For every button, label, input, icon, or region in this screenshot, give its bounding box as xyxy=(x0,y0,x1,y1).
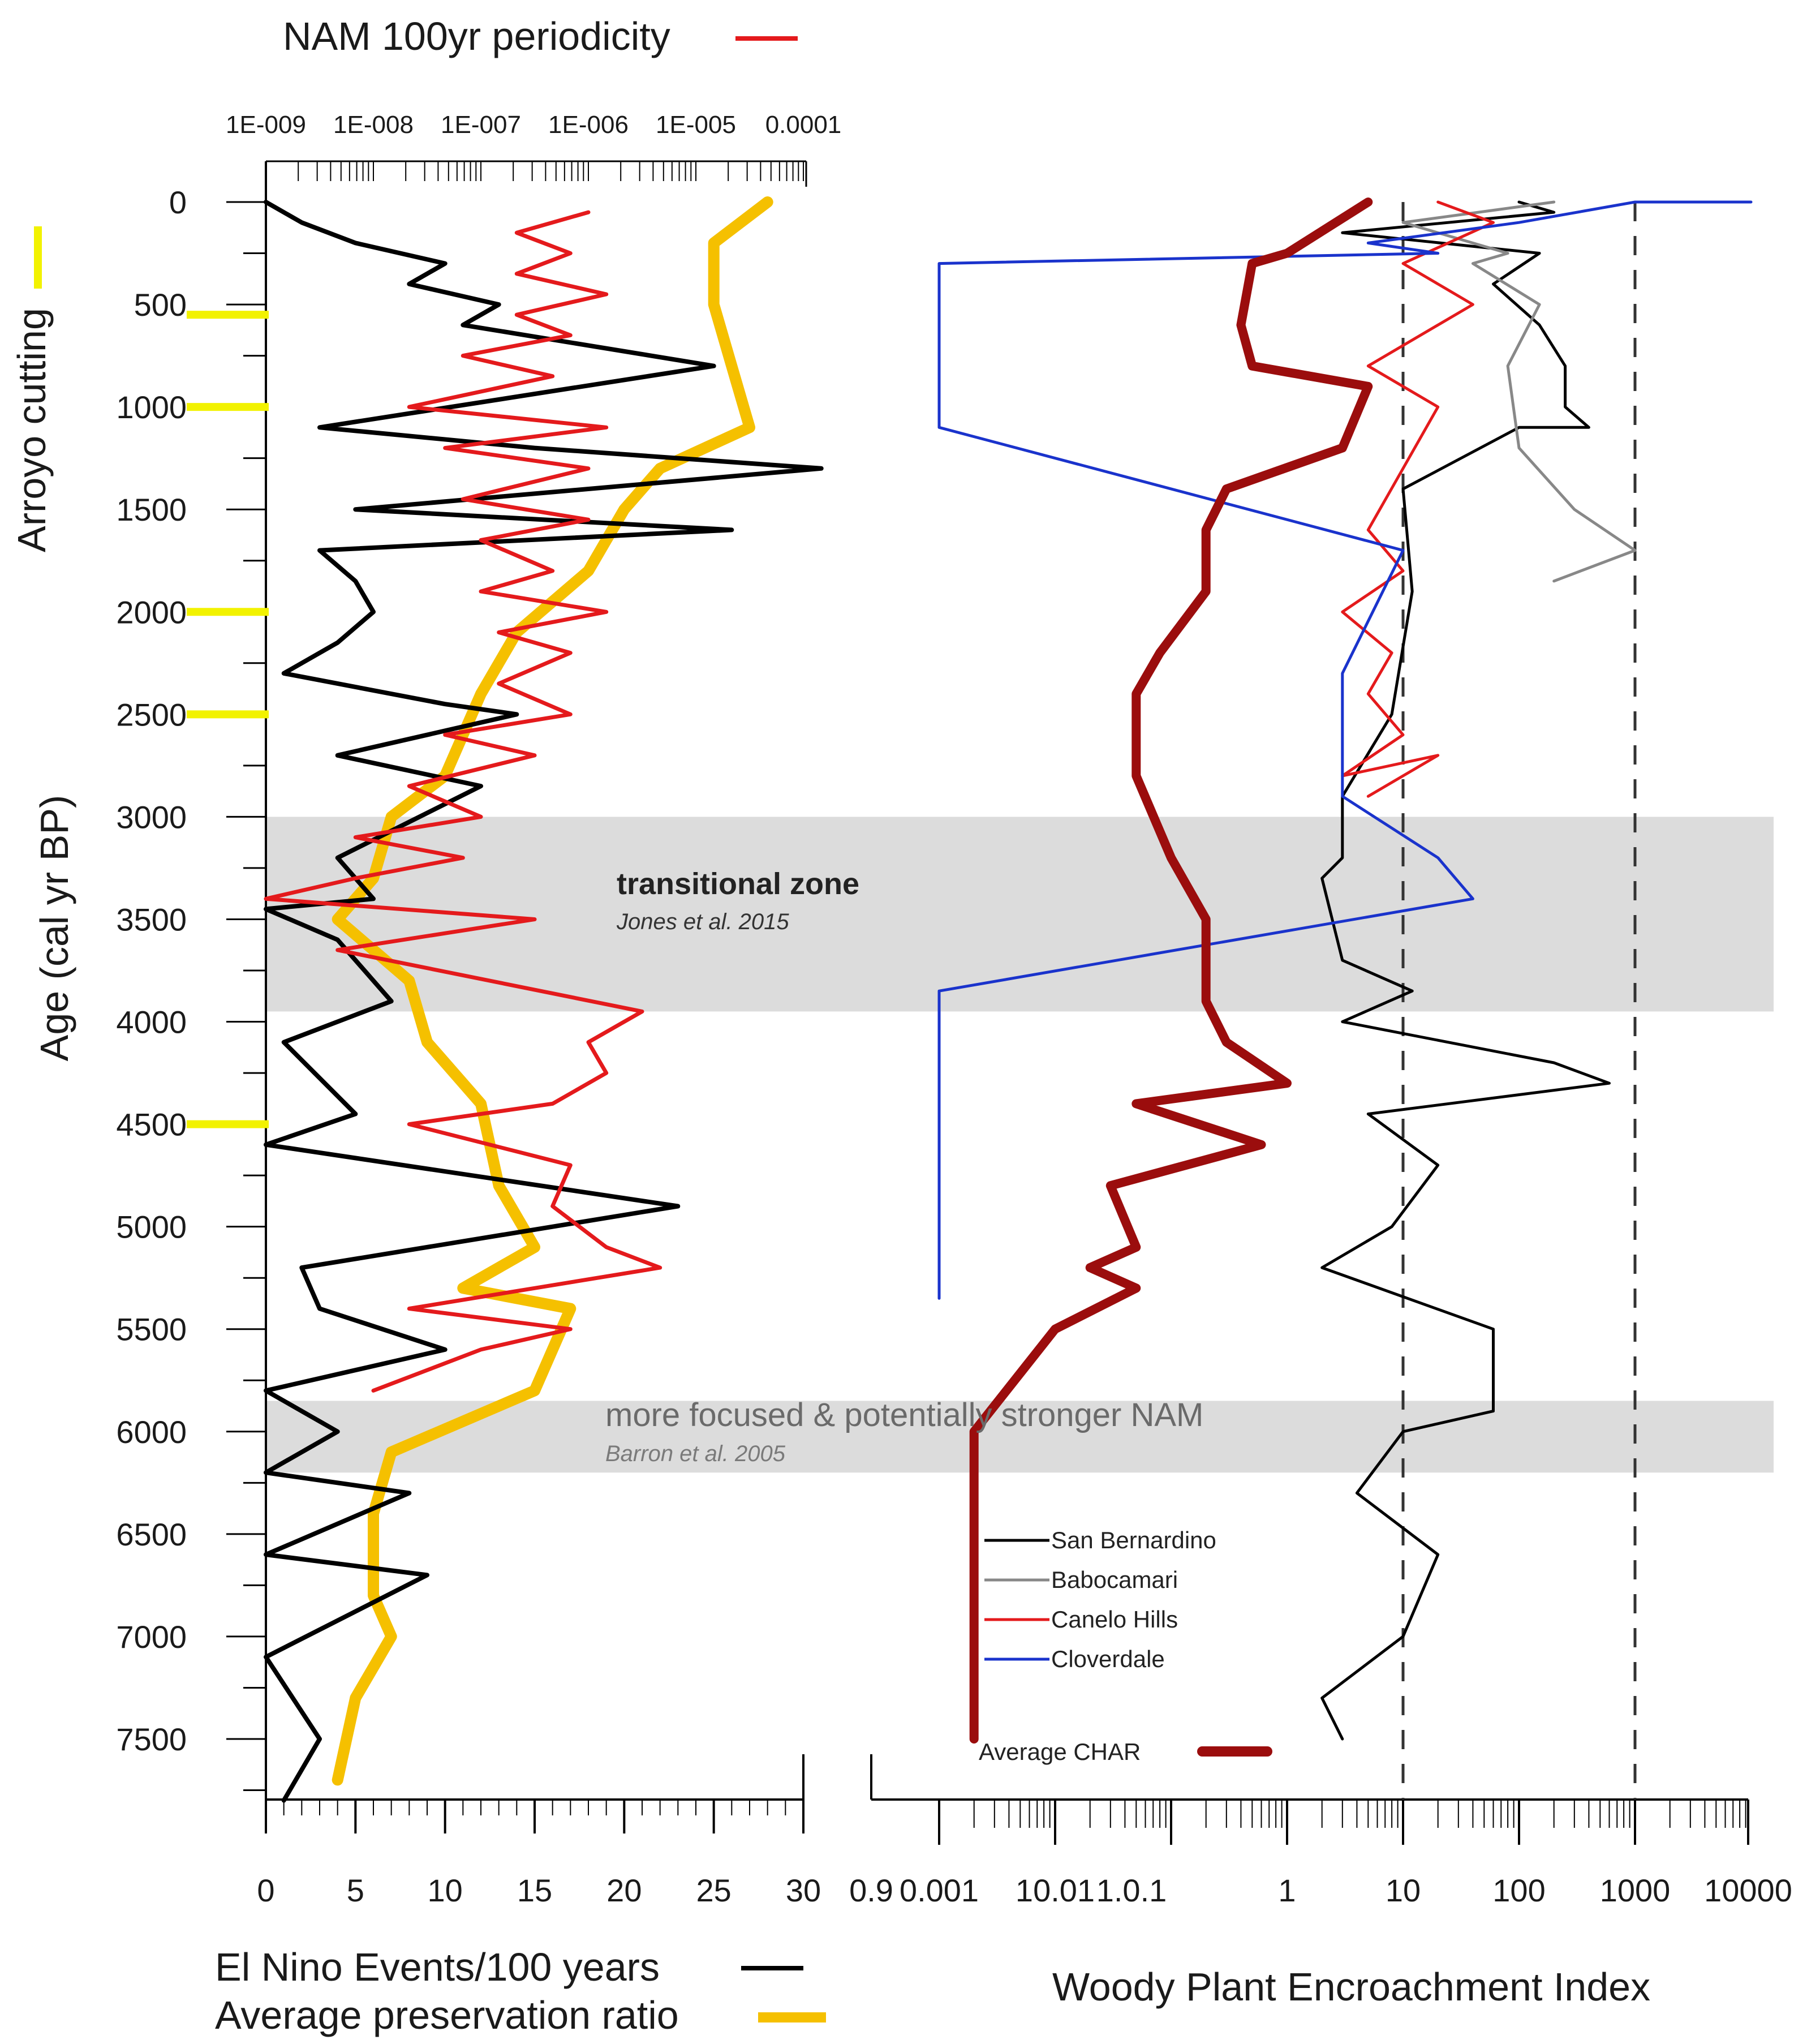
arroyo-mark-550 xyxy=(187,311,269,319)
right-panel-series xyxy=(937,197,1753,1744)
legend-item-3: Cloverdale xyxy=(1051,1646,1165,1672)
series-san-bernardino xyxy=(1320,200,1611,1741)
right-bottom-tick-label: 10000 xyxy=(1704,1873,1792,1908)
left-panel-series xyxy=(264,196,824,1803)
top-axis-label: 1E-005 xyxy=(656,111,736,139)
legend-item-1: Babocamari xyxy=(1051,1566,1178,1593)
left-bottom-axis: 0 5 10 15 20 25 30 xyxy=(257,1754,821,1908)
legend-preservation: Average preservation ratio xyxy=(215,1993,679,2037)
right-bottom-tick-label: 100 xyxy=(1492,1873,1545,1908)
zone-band-0 xyxy=(266,817,1774,1012)
right-bottom-tick-label: 10 xyxy=(1386,1873,1421,1908)
age-tick-label: 1000 xyxy=(116,389,187,425)
series-preservation-ratio xyxy=(332,196,773,1786)
left-bottom-tick-label: 15 xyxy=(517,1873,552,1908)
top-axis-label: 1E-006 xyxy=(548,111,629,139)
right-bottom-tick-label: 1 xyxy=(1278,1873,1296,1908)
age-tick-label: 500 xyxy=(134,287,187,323)
age-tick-label: 4000 xyxy=(116,1004,187,1040)
right-bottom-tick-label: 10.01 xyxy=(1016,1873,1095,1908)
age-tick-label: 7000 xyxy=(116,1619,187,1655)
zone-ref-nam: Barron et al. 2005 xyxy=(605,1441,786,1466)
right-bottom-tick-label: 0.9 xyxy=(849,1873,893,1908)
top-log-axis: 1E-009 1E-008 1E-007 1E-006 1E-005 0.0001 xyxy=(226,111,841,187)
top-axis-label: 0.0001 xyxy=(765,111,842,139)
legend-el-nino: El Nino Events/100 years xyxy=(215,1945,660,1989)
series-canelo-hills xyxy=(1341,200,1495,798)
age-tick-label: 2500 xyxy=(116,697,187,732)
top-axis-label: 1E-009 xyxy=(226,111,306,139)
left-bottom-tick-label: 0 xyxy=(257,1873,274,1908)
right-bottom-tick-label: 1000 xyxy=(1600,1873,1671,1908)
legend-item-0: San Bernardino xyxy=(1051,1527,1216,1553)
age-tick-label: 7500 xyxy=(116,1721,187,1757)
series-cloverdale xyxy=(937,200,1753,1300)
y-axis-label: Age (cal yr BP) xyxy=(32,795,76,1062)
series-nam-periodicity xyxy=(264,210,662,1393)
zone-label-transitional: transitional zone xyxy=(617,867,859,901)
right-bottom-tick-label: 1.0.1 xyxy=(1096,1873,1167,1908)
zone-band-1 xyxy=(266,1401,1774,1473)
age-tick-label: 2000 xyxy=(116,594,187,630)
age-tick-label: 3500 xyxy=(116,901,187,937)
age-tick-label: 1500 xyxy=(116,492,187,527)
arroyo-mark-top xyxy=(34,226,42,289)
arroyo-mark-2500 xyxy=(187,710,269,719)
right-bottom-tick-label: 0.001 xyxy=(900,1873,979,1908)
age-tick-label: 5500 xyxy=(116,1312,187,1347)
zone-label-nam: more focused & potentially stronger NAM xyxy=(605,1397,1203,1433)
age-tick-label: 6500 xyxy=(116,1517,187,1552)
left-bottom-tick-label: 10 xyxy=(428,1873,463,1908)
right-legend: San Bernardino Babocamari Canelo Hills Clov… xyxy=(979,1527,1272,1765)
age-axis: 0 500 1000 1500 2000 2500 3000 3500 4000 4500 5000… xyxy=(116,161,267,1800)
arroyo-mark-1000 xyxy=(187,403,269,411)
left-bottom-tick-label: 30 xyxy=(786,1873,821,1908)
age-tick-label: 0 xyxy=(169,184,187,220)
legend-item-2: Canelo Hills xyxy=(1051,1606,1178,1633)
reference-dashed-lines xyxy=(1401,202,1637,1800)
age-tick-label: 6000 xyxy=(116,1414,187,1450)
age-tick-label: 5000 xyxy=(116,1209,187,1245)
left-bottom-tick-label: 5 xyxy=(347,1873,364,1908)
arroyo-mark-4500 xyxy=(187,1120,269,1128)
shaded-zones xyxy=(266,817,1774,1473)
left-bottom-tick-label: 20 xyxy=(606,1873,642,1908)
age-tick-label: 4500 xyxy=(116,1107,187,1143)
arroyo-cutting-label: Arroyo cutting xyxy=(10,308,54,552)
left-bottom-tick-label: 25 xyxy=(696,1873,732,1908)
top-axis-label: 1E-007 xyxy=(441,111,521,139)
legend-item-average-char: Average CHAR xyxy=(979,1738,1141,1765)
top-axis-label: 1E-008 xyxy=(333,111,414,139)
right-axis-title: Woody Plant Encroachment Index xyxy=(1052,1965,1650,2009)
arroyo-mark-2000 xyxy=(187,608,269,616)
zone-ref-transitional: Jones et al. 2015 xyxy=(616,909,789,934)
series-average-char xyxy=(969,197,1373,1744)
arroyo-cutting-marks xyxy=(34,226,269,1128)
top-title: NAM 100yr periodicity xyxy=(283,14,670,58)
series-el-nino xyxy=(264,200,824,1803)
right-bottom-axis: 0.9 0.001 10.01 1.0.1 1 10 100 1000 10000 xyxy=(849,1754,1792,1908)
series-babocamari xyxy=(1401,200,1637,583)
age-tick-label: 3000 xyxy=(116,799,187,835)
